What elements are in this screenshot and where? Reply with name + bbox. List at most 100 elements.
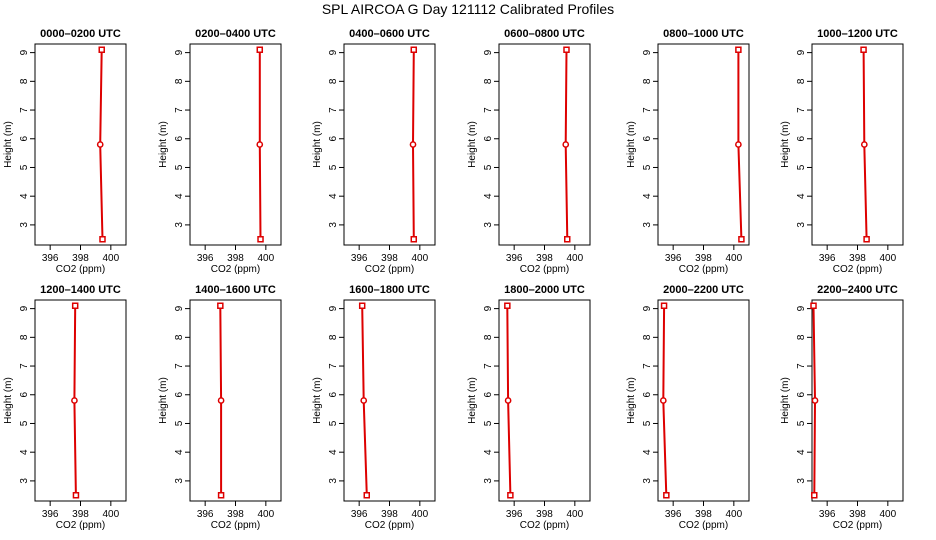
- data-point: [738, 236, 745, 243]
- panel-title: 1800–2000 UTC: [504, 284, 585, 296]
- x-tick-label: 398: [381, 509, 398, 520]
- y-tick-label: 6: [483, 392, 494, 398]
- x-axis-label: CO2 (ppm): [833, 520, 882, 531]
- data-point: [562, 141, 570, 148]
- y-tick-label: 4: [483, 449, 494, 455]
- data-point: [217, 302, 224, 309]
- y-tick-label: 8: [642, 334, 653, 340]
- x-tick-label: 396: [197, 253, 214, 264]
- panel-title: 1400–1600 UTC: [195, 284, 276, 296]
- y-tick-label: 4: [19, 193, 30, 199]
- data-point: [810, 302, 817, 309]
- y-tick-label: 7: [328, 363, 339, 369]
- x-tick-label: 400: [257, 509, 274, 520]
- x-tick-label: 396: [665, 509, 682, 520]
- y-tick-label: 6: [483, 136, 494, 142]
- y-tick-label: 6: [642, 392, 653, 398]
- plot-frame: [498, 299, 591, 502]
- y-tick-label: 3: [642, 222, 653, 228]
- data-point: [71, 397, 78, 404]
- data-point: [257, 236, 264, 243]
- x-tick-label: 400: [102, 509, 119, 520]
- y-tick-label: 5: [796, 420, 807, 426]
- data-point: [96, 141, 104, 148]
- data-point: [410, 46, 418, 53]
- y-tick-label: 5: [328, 164, 339, 170]
- panel-title: 1600–1800 UTC: [349, 284, 430, 296]
- panel-title: 2200–2400 UTC: [817, 284, 898, 296]
- y-tick-label: 3: [19, 478, 30, 484]
- y-tick-label: 6: [19, 136, 30, 142]
- y-tick-label: 7: [483, 107, 494, 113]
- y-tick-label: 9: [642, 305, 653, 311]
- y-tick-label: 8: [328, 334, 339, 340]
- panel-title: 0000–0200 UTC: [40, 28, 121, 40]
- data-point: [256, 46, 264, 53]
- x-tick-label: 400: [879, 509, 896, 520]
- y-axis-label: Height (m): [467, 377, 478, 424]
- y-tick-label: 7: [328, 107, 339, 113]
- y-tick-label: 9: [483, 49, 494, 55]
- panel-title: 0800–1000 UTC: [663, 28, 744, 40]
- y-tick-label: 3: [642, 478, 653, 484]
- data-point: [507, 492, 514, 499]
- y-tick-label: 8: [174, 78, 185, 84]
- data-point: [99, 236, 106, 243]
- data-point: [410, 236, 418, 243]
- y-axis-label: Height (m): [467, 121, 478, 168]
- panel-title: 1200–1400 UTC: [40, 284, 121, 296]
- x-tick-label: 400: [566, 253, 583, 264]
- y-tick-label: 6: [642, 136, 653, 142]
- y-tick-label: 7: [19, 363, 30, 369]
- data-point: [409, 141, 417, 148]
- y-tick-label: 5: [19, 420, 30, 426]
- y-tick-label: 8: [796, 334, 807, 340]
- panel-title: 0600–0800 UTC: [504, 28, 585, 40]
- y-tick-label: 6: [174, 136, 185, 142]
- data-point: [217, 397, 225, 404]
- y-tick-label: 4: [328, 193, 339, 199]
- data-point: [217, 492, 225, 499]
- data-point: [735, 141, 742, 148]
- data-point: [563, 46, 570, 53]
- plot-frame: [189, 43, 282, 246]
- y-tick-label: 5: [328, 420, 339, 426]
- y-tick-label: 4: [328, 449, 339, 455]
- x-axis-label: CO2 (ppm): [211, 264, 260, 275]
- y-tick-label: 5: [174, 164, 185, 170]
- x-tick-label: 398: [381, 253, 398, 264]
- y-tick-label: 7: [796, 107, 807, 113]
- x-tick-label: 396: [351, 509, 368, 520]
- y-tick-label: 8: [796, 78, 807, 84]
- plot-frame: [189, 299, 282, 502]
- x-axis-label: CO2 (ppm): [679, 264, 728, 275]
- x-tick-label: 400: [725, 253, 742, 264]
- x-tick-label: 398: [536, 509, 553, 520]
- y-tick-label: 7: [642, 107, 653, 113]
- y-tick-label: 9: [483, 305, 494, 311]
- y-tick-label: 5: [642, 420, 653, 426]
- y-tick-label: 8: [19, 334, 30, 340]
- x-axis-label: CO2 (ppm): [679, 520, 728, 531]
- y-tick-label: 6: [19, 392, 30, 398]
- x-tick-label: 396: [197, 509, 214, 520]
- plot-frame: [343, 299, 436, 502]
- y-tick-label: 8: [483, 78, 494, 84]
- y-tick-label: 9: [328, 49, 339, 55]
- x-tick-label: 396: [506, 253, 523, 264]
- panel-title: 0400–0600 UTC: [349, 28, 430, 40]
- figure-title: SPL AIRCOA G Day 121112 Calibrated Profi…: [322, 1, 614, 17]
- x-tick-label: 398: [849, 509, 866, 520]
- y-tick-label: 7: [19, 107, 30, 113]
- y-tick-label: 5: [796, 164, 807, 170]
- y-tick-label: 6: [796, 136, 807, 142]
- x-tick-label: 400: [566, 509, 583, 520]
- plot-frame: [811, 299, 904, 502]
- plot-frame: [343, 43, 436, 246]
- x-axis-label: CO2 (ppm): [520, 264, 569, 275]
- y-tick-label: 5: [483, 164, 494, 170]
